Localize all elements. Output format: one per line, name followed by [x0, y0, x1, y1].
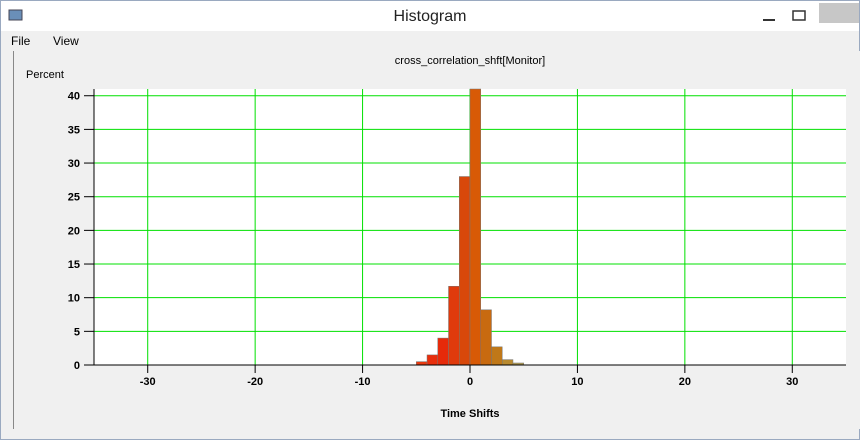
x-axis-label: Time Shifts	[440, 408, 499, 420]
chart-area: cross_correlation_shft[Monitor] Percent Ti…	[13, 51, 860, 429]
bar	[469, 88, 481, 366]
chart: cross_correlation_shft[Monitor] Percent Ti…	[26, 55, 846, 420]
y-tick-label: 30	[68, 158, 80, 170]
bar	[480, 309, 492, 366]
bar	[459, 176, 471, 366]
menu-bar: File View	[1, 31, 859, 51]
close-button[interactable]	[819, 3, 859, 23]
x-tick-label: 20	[679, 376, 691, 388]
title-bar: Histogram	[1, 1, 859, 31]
x-tick-label: -30	[140, 376, 156, 388]
y-tick-label: 10	[68, 293, 80, 305]
window-controls	[8, 3, 859, 23]
x-tick-label: -20	[247, 376, 263, 388]
bar	[448, 285, 460, 366]
chart-title: cross_correlation_shft[Monitor]	[395, 55, 545, 67]
y-axis-label: Percent	[26, 69, 64, 81]
y-tick-label: 0	[74, 360, 80, 372]
y-tick-label: 20	[68, 225, 80, 237]
y-tick-label: 5	[74, 326, 80, 338]
bar	[437, 337, 449, 366]
x-tick-label: -10	[355, 376, 371, 388]
menu-item[interactable]: View	[53, 34, 79, 48]
app-icon	[8, 9, 23, 21]
x-tick-label: 0	[467, 376, 473, 388]
window-title: Histogram	[393, 8, 467, 25]
y-tick-label: 25	[68, 192, 80, 204]
bar	[416, 361, 428, 366]
y-tick-label: 15	[68, 259, 80, 271]
maximize-button[interactable]	[792, 10, 806, 21]
menu-item[interactable]: File	[11, 34, 31, 48]
bar	[426, 354, 439, 366]
x-tick-label: 30	[786, 376, 798, 388]
bar	[491, 346, 503, 366]
bar	[501, 359, 514, 366]
y-tick-label: 40	[68, 91, 80, 103]
x-tick-label: 10	[571, 376, 583, 388]
y-tick-label: 35	[68, 124, 80, 136]
